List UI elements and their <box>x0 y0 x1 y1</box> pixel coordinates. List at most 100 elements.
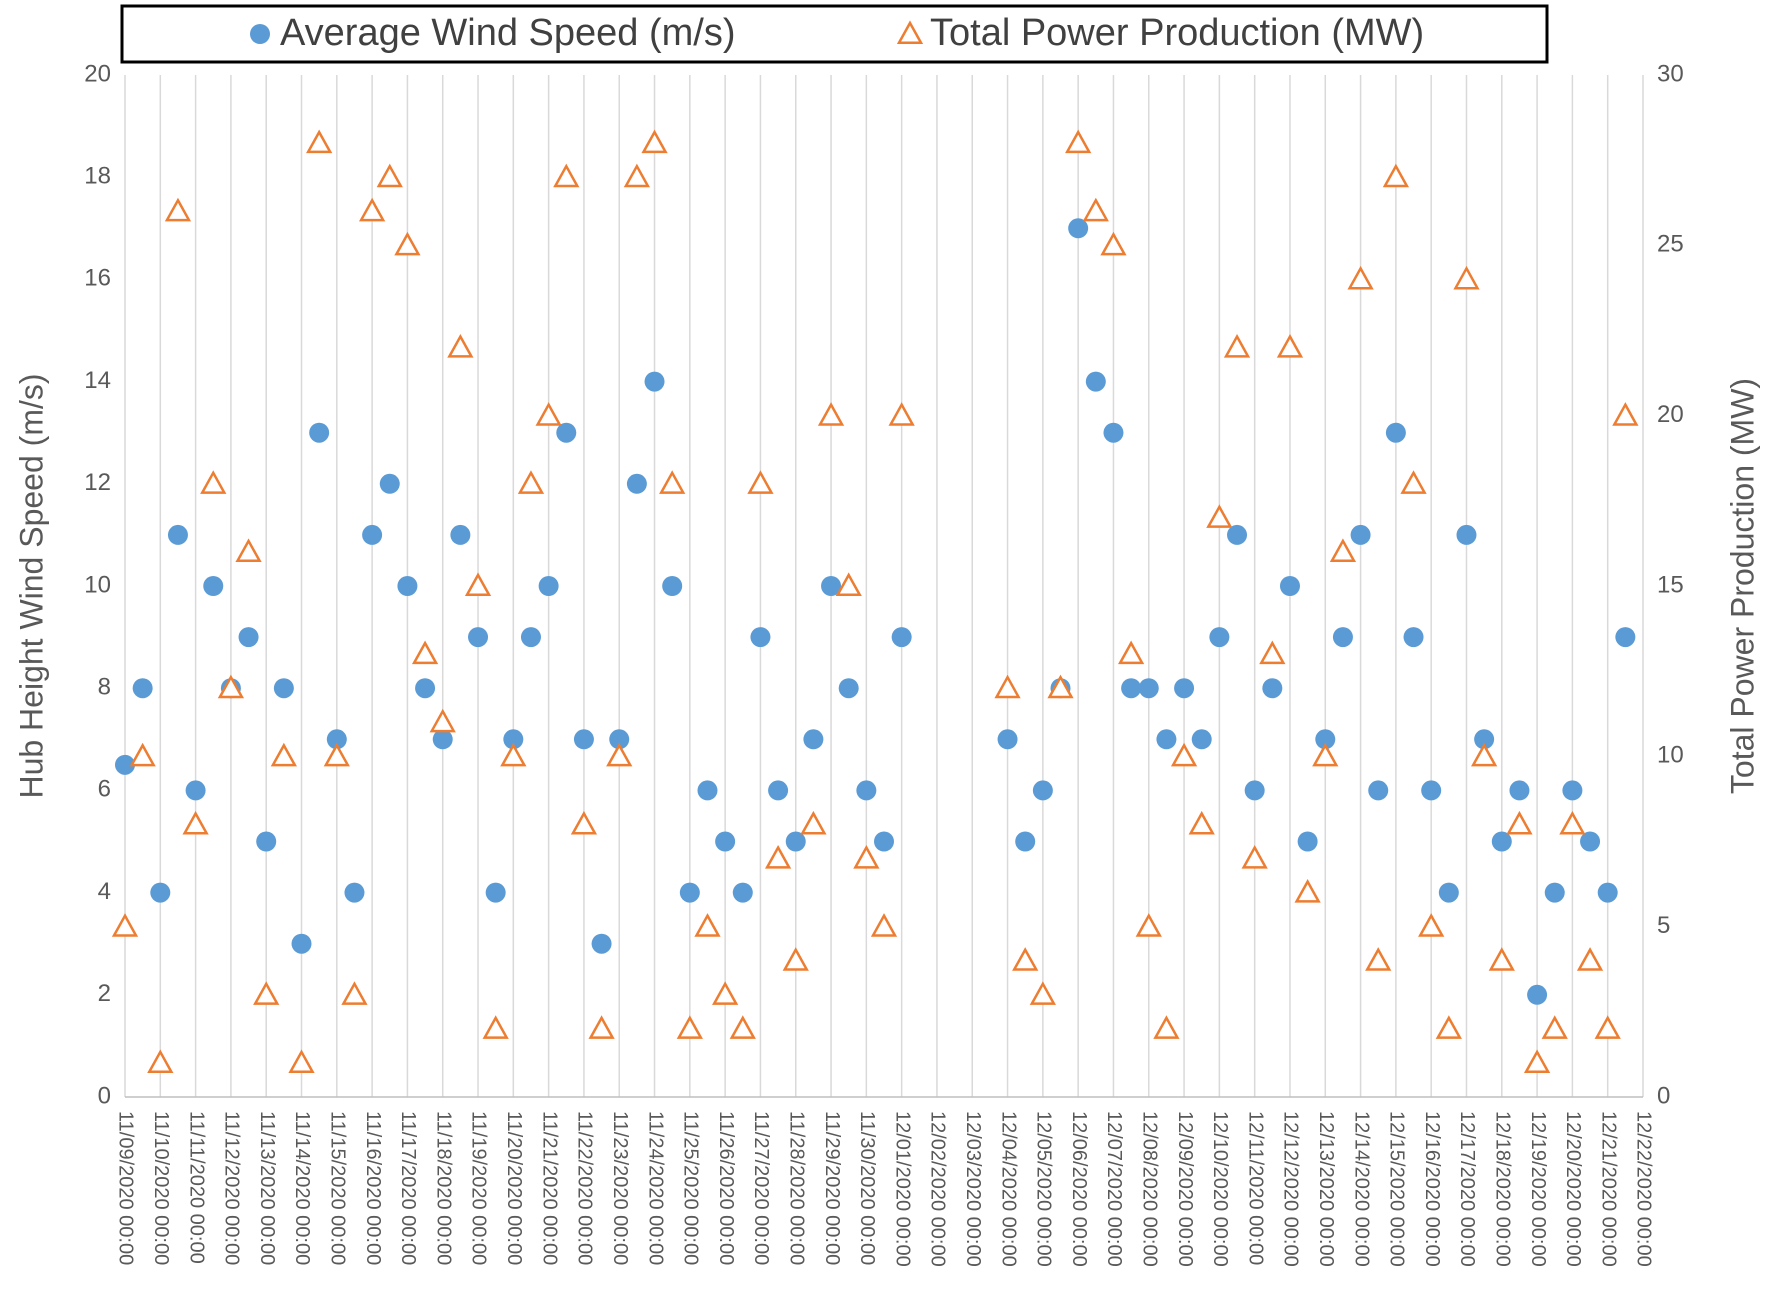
circle-marker <box>768 780 789 801</box>
circle-marker <box>821 576 842 596</box>
x-tick-label: 12/09/2020 00:00 <box>1174 1111 1196 1267</box>
triangle-marker <box>1453 265 1480 290</box>
triangle-marker <box>994 674 1021 699</box>
triangle-marker <box>1488 947 1515 971</box>
circle-marker <box>1615 627 1636 648</box>
triangle-marker <box>217 674 245 699</box>
x-tick-label: 12/11/2020 00:00 <box>1244 1111 1266 1265</box>
triangle-marker <box>429 708 456 733</box>
circle-marker <box>1068 218 1089 239</box>
triangle-marker <box>1223 333 1251 358</box>
triangle-marker <box>1312 742 1339 767</box>
x-tick-label: 11/30/2020 00:00 <box>856 1111 878 1265</box>
triangle-marker <box>1012 947 1039 971</box>
x-tick-label: 12/19/2020 00:00 <box>1527 1111 1549 1267</box>
triangle-marker <box>358 197 386 222</box>
x-tick-label: 11/22/2020 00:00 <box>574 1111 596 1265</box>
triangle-marker <box>870 913 898 937</box>
triangle-marker <box>111 913 139 937</box>
legend-box <box>120 4 1549 64</box>
circle-marker <box>1085 371 1106 392</box>
y-tick-label: 6 <box>98 776 111 803</box>
circle-marker <box>415 678 436 699</box>
circle-marker <box>997 729 1018 750</box>
triangle-marker <box>1153 1015 1180 1039</box>
triangle-marker <box>235 538 262 562</box>
legend-marker <box>896 20 924 45</box>
triangle-marker <box>164 197 192 222</box>
circle-marker <box>874 831 894 852</box>
circle-marker <box>256 831 277 852</box>
circle-marker <box>167 524 188 545</box>
x-tick-label: 12/07/2020 00:00 <box>1103 1111 1125 1267</box>
triangle-marker <box>1276 333 1304 358</box>
triangle-marker <box>200 470 227 494</box>
triangle-marker <box>535 402 562 426</box>
triangle-marker <box>500 742 527 767</box>
circle-marker <box>697 780 718 801</box>
x-tick-label: 12/04/2020 00:00 <box>997 1111 1019 1267</box>
triangle-marker <box>659 470 686 494</box>
triangle-marker <box>1029 981 1056 1005</box>
circle-marker <box>1421 780 1442 801</box>
y2-tick-label: 10 <box>1657 742 1684 769</box>
triangle-marker <box>270 742 297 767</box>
y2-tick-label: 25 <box>1657 231 1684 258</box>
triangle-marker <box>853 844 880 869</box>
circle-marker <box>150 882 171 903</box>
circle-marker <box>1491 831 1512 852</box>
triangle-marker <box>1506 810 1533 835</box>
x-tick-label: 11/23/2020 00:00 <box>609 1111 631 1265</box>
triangle-marker <box>694 913 721 937</box>
x-tick-label: 11/14/2020 00:00 <box>291 1111 313 1265</box>
triangle-marker <box>1612 402 1639 426</box>
circle-marker <box>838 678 859 699</box>
x-tick-label: 11/25/2020 00:00 <box>680 1111 702 1265</box>
circle-marker <box>1297 831 1318 852</box>
y2-tick-label: 15 <box>1657 571 1684 598</box>
x-tick-label: 12/10/2020 00:00 <box>1209 1111 1231 1267</box>
x-tick-label: 11/11/2020 00:00 <box>185 1111 207 1264</box>
triangle-marker <box>1135 913 1162 937</box>
circle-marker <box>432 729 453 750</box>
x-tick-label: 12/08/2020 00:00 <box>1138 1111 1160 1267</box>
triangle-marker <box>147 1049 174 1073</box>
x-tick-label: 11/16/2020 00:00 <box>362 1111 384 1265</box>
triangle-marker <box>1047 674 1074 699</box>
circle-marker <box>115 754 135 775</box>
triangle-marker <box>1188 810 1215 835</box>
x-tick-label: 11/17/2020 00:00 <box>397 1111 419 1265</box>
x-tick-label: 11/21/2020 00:00 <box>538 1111 560 1265</box>
circle-marker <box>1156 729 1177 750</box>
triangle-marker <box>1365 947 1392 971</box>
x-tick-label: 12/01/2020 00:00 <box>891 1111 913 1267</box>
triangle-marker <box>288 1049 315 1073</box>
triangle-marker <box>1382 163 1410 188</box>
y-tick-label: 0 <box>98 1082 111 1109</box>
circle-marker <box>1227 524 1248 545</box>
triangle-marker <box>676 1015 703 1039</box>
x-tick-label: 12/20/2020 00:00 <box>1562 1111 1584 1267</box>
circle-marker <box>626 473 647 494</box>
x-tick-label: 11/24/2020 00:00 <box>644 1111 666 1265</box>
circle-marker <box>1015 831 1036 852</box>
circle-marker <box>573 729 594 750</box>
x-tick-label: 12/18/2020 00:00 <box>1492 1111 1514 1267</box>
y-tick-label: 8 <box>98 674 111 701</box>
x-tick-label: 11/13/2020 00:00 <box>256 1111 278 1265</box>
triangle-marker <box>570 810 598 835</box>
triangle-marker <box>1241 844 1268 869</box>
triangle-marker <box>606 742 633 767</box>
triangle-marker <box>641 129 668 154</box>
triangle-marker <box>464 572 492 597</box>
legend-label: Total Power Production (MW) <box>930 12 1424 54</box>
circle-marker <box>520 627 541 648</box>
circle-marker <box>1509 780 1530 801</box>
x-tick-label: 12/06/2020 00:00 <box>1068 1111 1090 1267</box>
circle-marker <box>556 422 577 443</box>
circle-marker <box>1438 882 1459 903</box>
triangle-marker <box>1294 879 1321 903</box>
x-tick-label: 12/05/2020 00:00 <box>1033 1111 1055 1267</box>
y-tick-label: 18 <box>84 163 111 190</box>
circle-marker <box>1121 678 1142 699</box>
